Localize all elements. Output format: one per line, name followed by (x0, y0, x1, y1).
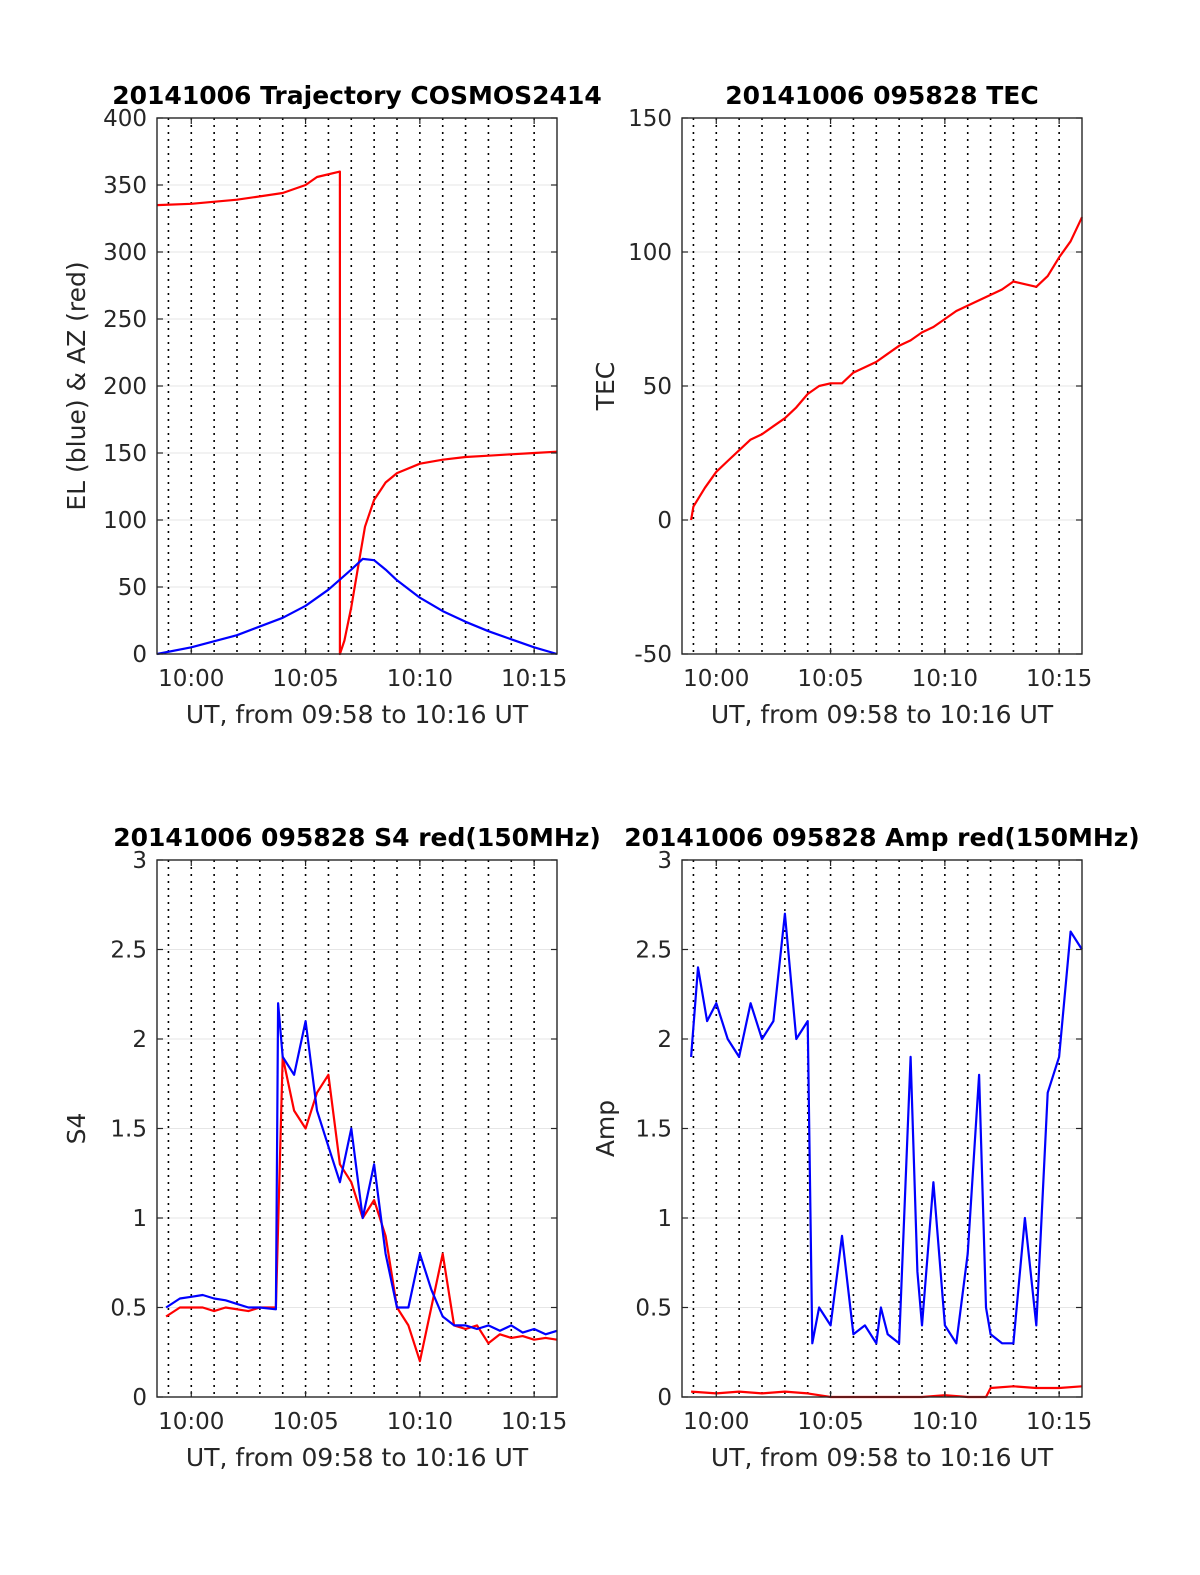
x-tick-label: 10:05 (272, 1409, 338, 1435)
chart-title: 20141006 Trajectory COSMOS2414 (112, 81, 602, 110)
y-tick-label: 200 (103, 374, 147, 400)
series-line-2 (165, 1002, 558, 1336)
chart-panel-4: 0 0.5 1 1.5 2 2.5 3 10:00 10:05 10:10 10:15 2014100… (591, 823, 1140, 1472)
x-tick-label: 10:15 (501, 1409, 567, 1435)
y-axis-label: EL (blue) & AZ (red) (62, 261, 91, 510)
y-tick-label: 2.5 (635, 938, 672, 964)
y-tick-label: 2 (657, 1027, 672, 1053)
y-tick-label: 1.5 (635, 1117, 672, 1143)
chart-panel-1: 0 50 100 150 200 250 300 350 400 10:00 10:05 10:10 1… (62, 81, 602, 729)
y-tick-label: 2.5 (110, 938, 147, 964)
y-tick-label: 0.5 (635, 1296, 672, 1322)
x-axis-label: UT, from 09:58 to 10:16 UT (186, 1443, 529, 1472)
x-axis-label: UT, from 09:58 to 10:16 UT (711, 700, 1054, 729)
y-tick-label: 0 (132, 1385, 147, 1411)
y-tick-label: 0.5 (110, 1296, 147, 1322)
series-line-2 (690, 912, 1083, 1345)
x-tick-label: 10:00 (158, 1409, 224, 1435)
y-tick-label: 3 (657, 848, 672, 874)
y-tick-label: 250 (103, 307, 147, 333)
y-tick-label: 50 (643, 374, 672, 400)
x-tick-label: 10:00 (158, 666, 224, 692)
y-tick-label: 150 (628, 106, 672, 132)
y-tick-label: 1.5 (110, 1117, 147, 1143)
x-axis-label: UT, from 09:58 to 10:16 UT (711, 1443, 1054, 1472)
y-tick-label: 0 (657, 508, 672, 534)
y-axis-label: TEC (591, 362, 620, 412)
x-tick-label: 10:05 (797, 1409, 863, 1435)
series-line-2 (156, 557, 558, 656)
y-tick-label: 1 (657, 1206, 672, 1232)
chart-panel-3: 0 0.5 1 1.5 2 2.5 3 10:00 10:05 10:10 10:15 2014100… (62, 823, 601, 1472)
x-axis-label: UT, from 09:58 to 10:16 UT (186, 700, 529, 729)
x-tick-label: 10:10 (387, 666, 453, 692)
y-tick-label: 50 (118, 575, 147, 601)
chart-title: 20141006 095828 TEC (725, 81, 1038, 110)
x-tick-label: 10:00 (683, 666, 749, 692)
y-tick-label: 2 (132, 1027, 147, 1053)
x-tick-label: 10:10 (912, 1409, 978, 1435)
x-tick-label: 10:05 (797, 666, 863, 692)
y-tick-label: 1 (132, 1206, 147, 1232)
x-tick-label: 10:10 (387, 1409, 453, 1435)
y-tick-label: 3 (132, 848, 147, 874)
x-tick-label: 10:15 (501, 666, 567, 692)
x-tick-label: 10:15 (1026, 666, 1092, 692)
y-tick-label: 0 (132, 642, 147, 668)
x-tick-label: 10:00 (683, 1409, 749, 1435)
y-axis-label: Amp (591, 1100, 620, 1157)
y-tick-label: -50 (634, 642, 672, 668)
x-tick-label: 10:05 (272, 666, 338, 692)
y-axis-label: S4 (62, 1113, 91, 1145)
y-tick-label: 150 (103, 441, 147, 467)
y-tick-label: 350 (103, 173, 147, 199)
y-tick-label: 400 (103, 106, 147, 132)
series-line-1 (690, 216, 1083, 521)
y-tick-label: 100 (103, 508, 147, 534)
y-tick-label: 100 (628, 240, 672, 266)
y-tick-label: 300 (103, 240, 147, 266)
chart-title: 20141006 095828 S4 red(150MHz) (113, 823, 601, 852)
chart-panel-2: -50 0 50 100 150 10:00 10:05 10:10 10:15 20141006… (591, 81, 1092, 729)
x-tick-label: 10:10 (912, 666, 978, 692)
x-tick-label: 10:15 (1026, 1409, 1092, 1435)
y-tick-label: 0 (657, 1385, 672, 1411)
chart-title: 20141006 095828 Amp red(150MHz) (624, 823, 1140, 852)
series-line-1 (156, 170, 558, 656)
